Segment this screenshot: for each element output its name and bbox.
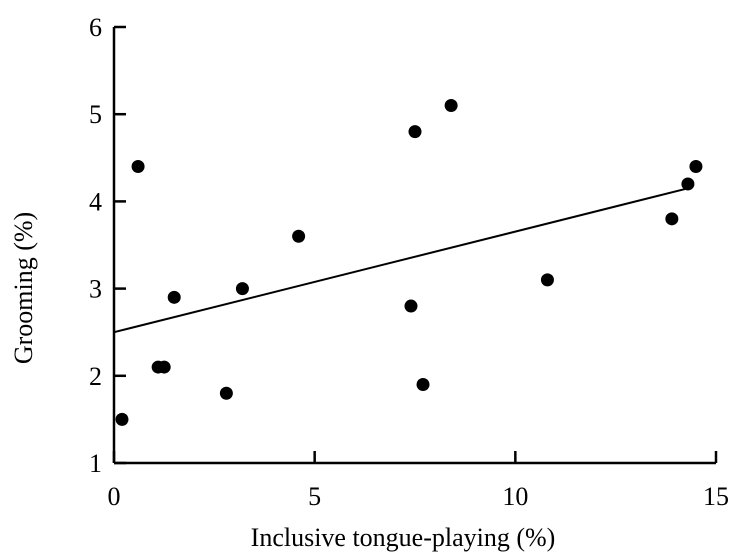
data-points [116, 99, 703, 426]
data-point [409, 125, 422, 138]
trendline-group [114, 188, 688, 332]
ticks: 1 2 3 4 5 6 0 5 10 15 [89, 13, 729, 511]
y-tick-label: 4 [89, 187, 102, 216]
y-tick-label: 1 [89, 449, 102, 478]
data-point [417, 378, 430, 391]
data-point [236, 282, 249, 295]
data-point [665, 212, 678, 225]
axes [114, 27, 716, 463]
x-tick-label: 10 [502, 482, 528, 511]
data-point [158, 361, 171, 374]
x-tick-label: 5 [308, 482, 321, 511]
data-point [220, 387, 233, 400]
x-tick-label: 15 [703, 482, 729, 511]
data-point [132, 160, 145, 173]
data-point [541, 273, 554, 286]
trendline [114, 188, 688, 332]
data-point [445, 99, 458, 112]
data-point [689, 160, 702, 173]
x-axis-label: Inclusive tongue-playing (%) [251, 523, 556, 552]
data-point [116, 413, 129, 426]
y-axis-label: Grooming (%) [9, 212, 38, 364]
data-point [681, 177, 694, 190]
y-tick-label: 6 [89, 13, 102, 42]
x-tick-label: 0 [108, 482, 121, 511]
data-point [168, 291, 181, 304]
y-tick-label: 2 [89, 362, 102, 391]
data-point [292, 230, 305, 243]
y-tick-label: 5 [89, 100, 102, 129]
y-tick-label: 3 [89, 275, 102, 304]
data-point [404, 300, 417, 313]
